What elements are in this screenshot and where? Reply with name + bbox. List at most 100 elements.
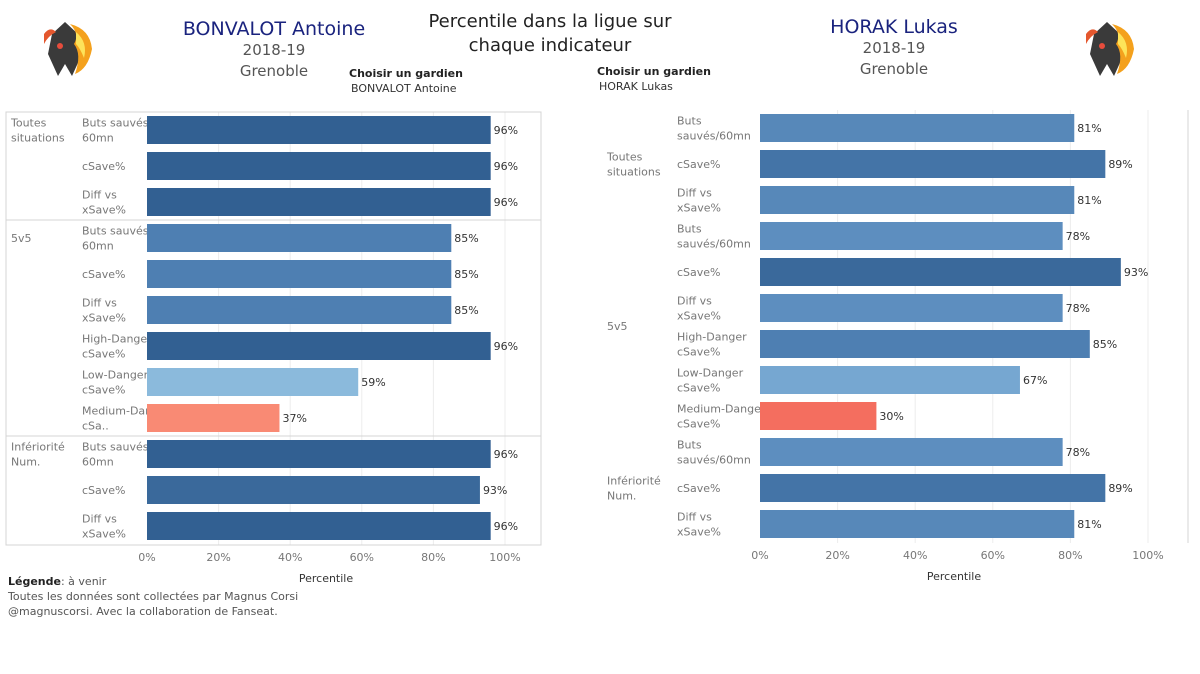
group-label: Infériorité Num. <box>11 441 65 469</box>
bar[interactable] <box>147 476 480 504</box>
group-label: Infériorité Num. <box>607 475 661 503</box>
row-label: Buts sauvés/60mn <box>677 223 751 251</box>
bar[interactable] <box>760 510 1075 538</box>
row-label: Buts sauvés/60mn <box>82 117 153 145</box>
row-label: cSave% <box>82 268 126 281</box>
x-tick-label: 40% <box>903 549 927 562</box>
x-axis-title: Percentile <box>927 570 982 583</box>
bar[interactable] <box>147 224 452 252</box>
bar[interactable] <box>147 440 491 468</box>
bar-value-label: 30% <box>879 410 903 423</box>
legend-line: Légende: à venir <box>8 574 328 589</box>
row-label: Buts sauvés/60mn <box>82 441 153 469</box>
bar[interactable] <box>760 114 1075 142</box>
bar[interactable] <box>147 404 280 432</box>
x-tick-label: 100% <box>489 551 520 564</box>
x-axis-title: Percentile <box>299 572 354 585</box>
page-title-line1: Percentile dans la ligue sur <box>428 11 672 32</box>
bar-value-label: 78% <box>1066 446 1090 459</box>
right-player-name: HORAK Lukas <box>830 16 958 38</box>
bar-value-label: 85% <box>1093 338 1117 351</box>
bar-value-label: 96% <box>494 124 518 137</box>
row-label: Diff vs xSave% <box>82 297 126 325</box>
row-label: Buts sauvés/60mn <box>82 225 153 253</box>
row-label: Diff vs xSave% <box>82 513 126 541</box>
bar[interactable] <box>760 366 1020 394</box>
bar-value-label: 81% <box>1077 194 1101 207</box>
row-label: Low-Danger cSave% <box>677 367 744 395</box>
row-label: Medium-Danger cSave% <box>677 403 766 431</box>
team-logo-right-icon <box>1086 22 1134 76</box>
page-title: Percentile dans la ligue sur chaque indi… <box>400 10 700 58</box>
right-player-season: 2018-19 <box>862 39 926 57</box>
x-tick-label: 80% <box>421 551 445 564</box>
bar-value-label: 89% <box>1108 158 1132 171</box>
bar[interactable] <box>147 116 491 144</box>
bar[interactable] <box>147 368 359 396</box>
bar[interactable] <box>760 186 1075 214</box>
x-tick-label: 20% <box>206 551 230 564</box>
footer-credit-line1: Toutes les données sont collectées par M… <box>8 590 299 603</box>
team-logo-left-icon <box>44 22 92 76</box>
bar[interactable] <box>147 332 491 360</box>
bar[interactable] <box>760 294 1063 322</box>
bar-value-label: 85% <box>454 232 478 245</box>
bar[interactable] <box>760 330 1090 358</box>
bar-value-label: 89% <box>1108 482 1132 495</box>
right-goalie-chooser[interactable]: Choisir un gardien HORAK Lukas <box>597 65 711 93</box>
bar[interactable] <box>147 512 491 540</box>
bar[interactable] <box>147 260 452 288</box>
bar[interactable] <box>760 474 1106 502</box>
right-chooser-label: Choisir un gardien <box>597 65 711 78</box>
right-player-team: Grenoble <box>859 60 929 78</box>
row-label: cSave% <box>677 158 721 171</box>
bar[interactable] <box>760 402 877 430</box>
bar-value-label: 59% <box>361 376 385 389</box>
bar[interactable] <box>147 296 452 324</box>
left-goalie-chooser[interactable]: Choisir un gardien BONVALOT Antoine <box>349 67 463 95</box>
bar[interactable] <box>760 258 1121 286</box>
footer-notes: Légende: à venir Toutes les données sont… <box>8 574 328 619</box>
bar-value-label: 81% <box>1077 122 1101 135</box>
x-tick-label: 100% <box>1132 549 1163 562</box>
row-label: Buts sauvés/60mn <box>677 439 751 467</box>
legend-label: Légende <box>8 575 61 588</box>
bar-value-label: 96% <box>494 520 518 533</box>
bar[interactable] <box>760 222 1063 250</box>
group-label: Toutes situations <box>606 151 661 179</box>
bar[interactable] <box>147 152 491 180</box>
x-tick-label: 60% <box>350 551 374 564</box>
legend-text: : à venir <box>60 575 107 588</box>
page-title-line2: chaque indicateur <box>468 35 632 56</box>
bar-value-label: 96% <box>494 196 518 209</box>
group-label: Toutes situations <box>10 117 65 145</box>
bar[interactable] <box>147 188 491 216</box>
row-label: Diff vs xSave% <box>677 511 721 539</box>
group-label: 5v5 <box>11 232 32 245</box>
bar[interactable] <box>760 150 1106 178</box>
left-percentile-chart: Toutes situations Buts sauvés/60mn 96% cSave… <box>5 111 542 585</box>
left-chooser-label: Choisir un gardien <box>349 67 463 80</box>
left-chooser-value[interactable]: BONVALOT Antoine <box>351 82 457 95</box>
right-chooser-value[interactable]: HORAK Lukas <box>599 80 673 93</box>
bar-value-label: 93% <box>1124 266 1148 279</box>
bar-value-label: 96% <box>494 340 518 353</box>
row-label: High-Danger cSave% <box>82 333 152 361</box>
row-label: Diff vs xSave% <box>677 187 721 215</box>
left-player-name: BONVALOT Antoine <box>182 18 366 40</box>
row-label: Diff vs xSave% <box>82 189 126 217</box>
right-percentile-chart: Toutes situations Buts sauvés/60mn 81% cSave%… <box>606 110 1189 583</box>
bar-value-label: 85% <box>454 304 478 317</box>
x-tick-label: 0% <box>751 549 768 562</box>
x-tick-label: 0% <box>138 551 155 564</box>
chart-frame <box>5 111 542 546</box>
bar-value-label: 96% <box>494 160 518 173</box>
row-label: cSave% <box>677 482 721 495</box>
bar-value-label: 37% <box>282 412 306 425</box>
bar[interactable] <box>760 438 1063 466</box>
x-tick-label: 20% <box>825 549 849 562</box>
bar-value-label: 96% <box>494 448 518 461</box>
left-player-season: 2018-19 <box>242 41 306 59</box>
x-tick-label: 40% <box>278 551 302 564</box>
bar-value-label: 85% <box>454 268 478 281</box>
